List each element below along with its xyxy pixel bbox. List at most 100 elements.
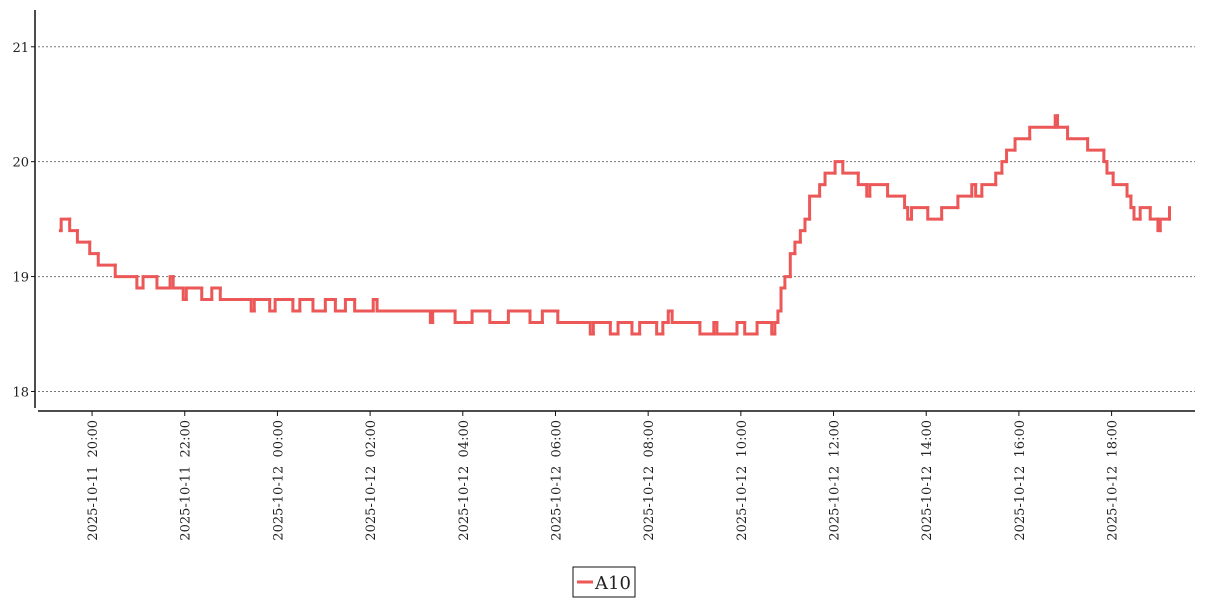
line-segment <box>218 286 253 302</box>
line-segment <box>956 194 974 210</box>
line-segment <box>343 298 357 313</box>
x-tick-label: 2025-10-12 10:00 <box>735 420 750 541</box>
line-segment <box>273 298 295 313</box>
line-segment <box>630 321 642 336</box>
line-segment <box>670 309 702 325</box>
line-segment <box>1148 206 1160 221</box>
line-segment <box>298 298 315 313</box>
x-tick-label: 2025-10-12 14:00 <box>920 420 935 541</box>
line-segment <box>1125 183 1133 198</box>
x-tick-label: 2025-10-12 06:00 <box>549 420 564 541</box>
line-segment <box>1158 217 1172 233</box>
line-segment <box>616 321 634 336</box>
line-segment <box>903 194 910 210</box>
x-tick-label: 2025-10-11 20:00 <box>86 420 101 541</box>
line-segment <box>1138 206 1152 221</box>
line-segment <box>528 309 544 325</box>
line-segment <box>1129 194 1136 210</box>
line-segment <box>1086 137 1106 152</box>
line-segment <box>506 309 532 325</box>
line-segment <box>113 263 139 279</box>
line-segment <box>788 252 797 279</box>
line-segment <box>488 309 510 325</box>
line-segment <box>698 321 716 336</box>
line-segment <box>793 240 802 256</box>
y-tick-label: 18 <box>12 385 29 400</box>
x-tick-label: 2025-10-12 12:00 <box>828 420 843 541</box>
line-segment <box>155 275 172 290</box>
line-segment <box>556 309 592 325</box>
line-segment <box>540 309 557 325</box>
line-segment <box>1105 160 1115 175</box>
line-segment <box>735 321 747 336</box>
line-segment <box>268 298 277 313</box>
line-segment <box>375 298 432 313</box>
y-tick-label: 19 <box>12 271 29 286</box>
line-segment <box>886 183 907 198</box>
x-tick-label: 2025-10-12 04:00 <box>457 420 472 541</box>
line-segment <box>210 286 222 302</box>
x-tick-label: 2025-10-12 00:00 <box>271 420 286 541</box>
y-tick-label: 21 <box>12 41 29 56</box>
line-segment <box>1111 171 1129 187</box>
line-segment <box>655 321 665 336</box>
line-segment <box>803 217 812 233</box>
line-segment <box>856 171 869 187</box>
line-segment <box>1013 137 1032 152</box>
line-segment <box>818 183 827 198</box>
x-tick-label: 2025-10-12 16:00 <box>1013 420 1028 541</box>
line-segment <box>591 321 612 336</box>
line-segment <box>184 286 204 302</box>
line-segment <box>926 206 944 221</box>
line-segment <box>431 309 457 325</box>
line-segment <box>200 286 214 302</box>
line-segment <box>868 183 890 198</box>
line-segment <box>75 229 92 244</box>
line-segment <box>661 321 670 336</box>
line-segment <box>1005 148 1017 164</box>
line-segment <box>171 275 185 290</box>
line-segment <box>910 206 930 221</box>
line-segment <box>608 321 620 336</box>
x-tick-label: 2025-10-11 22:00 <box>179 420 194 541</box>
line-segment <box>638 321 659 336</box>
line-segment <box>141 275 159 290</box>
line-segment <box>974 183 984 198</box>
line-segment <box>1000 160 1009 175</box>
line-segment <box>1132 206 1142 221</box>
line-segment <box>773 321 780 336</box>
line-segment <box>88 240 100 256</box>
line-segment <box>135 275 145 290</box>
line-segment <box>743 321 759 336</box>
line-segment <box>783 275 792 290</box>
line-segment <box>323 298 337 313</box>
line-segment <box>96 252 117 267</box>
x-tick-label: 2025-10-12 08:00 <box>642 420 657 541</box>
line-segment <box>808 194 822 221</box>
line-segment <box>776 309 783 325</box>
line-segment <box>715 321 739 336</box>
line-segment <box>940 206 960 221</box>
line-segment <box>1066 125 1090 141</box>
line-segment <box>333 298 347 313</box>
line-segment <box>1102 148 1109 164</box>
line-segment <box>252 298 272 313</box>
x-tick-label: 2025-10-12 02:00 <box>364 420 379 541</box>
line-segment <box>779 286 787 313</box>
y-tick-label: 20 <box>12 156 29 171</box>
line-segment <box>353 298 375 313</box>
line-segment <box>1056 114 1070 129</box>
legend-label: A10 <box>594 573 631 594</box>
line-segment <box>68 217 79 233</box>
line-segment <box>470 309 492 325</box>
line-segment <box>1028 125 1057 141</box>
line-segment <box>755 321 774 336</box>
line-segment <box>823 171 837 187</box>
line-segment <box>833 160 845 175</box>
line-segment <box>291 298 302 313</box>
line-segment <box>994 171 1004 187</box>
x-tick-label: 2025-10-12 18:00 <box>1106 420 1121 541</box>
line-segment <box>980 183 998 198</box>
line-segment <box>798 229 807 244</box>
